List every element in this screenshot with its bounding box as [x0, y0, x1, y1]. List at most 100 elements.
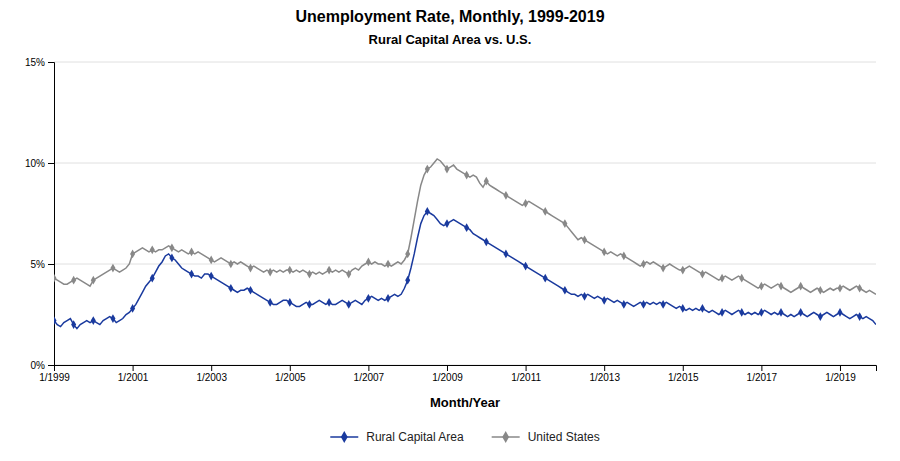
y-tick-label: 0% — [31, 360, 46, 371]
series-marker — [720, 274, 725, 283]
x-tick: 1/2013 — [589, 365, 620, 383]
x-tick-label: 1/2009 — [432, 372, 463, 383]
y-tick-mark — [48, 264, 54, 265]
series-marker — [562, 286, 567, 295]
series-marker — [798, 308, 803, 317]
y-tick-mark — [48, 62, 54, 63]
x-tick-mark — [211, 365, 212, 371]
series-marker — [228, 260, 233, 269]
series-marker — [307, 300, 312, 309]
x-tick-mark — [133, 365, 134, 371]
legend: Rural Capital Area United States — [330, 430, 599, 444]
series-marker — [130, 304, 135, 313]
series-marker — [169, 254, 174, 263]
x-axis-title: Month/Year — [430, 395, 500, 410]
series-marker — [779, 308, 784, 317]
x-tick-mark — [368, 365, 369, 371]
series-marker — [523, 199, 528, 208]
series-marker — [661, 300, 666, 309]
series-marker — [54, 316, 57, 325]
title: Unemployment Rate, Monthly, 1999-2019 — [295, 8, 604, 25]
plot-area: 0%5%10%15%1/19991/20011/20031/20051/2007… — [25, 57, 877, 383]
series-marker — [582, 235, 587, 244]
x-tick-label: 1/2019 — [825, 372, 856, 383]
series-marker — [248, 264, 253, 273]
x-tick-mark — [840, 365, 841, 371]
series-marker — [189, 270, 194, 279]
y-tick-label: 5% — [31, 259, 46, 270]
series-line — [54, 159, 876, 294]
series-marker — [562, 219, 567, 228]
series-marker — [248, 286, 253, 295]
x-tick-mark — [761, 365, 762, 371]
series-marker — [268, 298, 273, 307]
series-line — [54, 211, 876, 328]
legend-swatch-marker — [502, 431, 509, 443]
x-tick: 1/2011 — [511, 365, 541, 383]
series-marker — [346, 300, 351, 309]
series-marker — [189, 248, 194, 257]
x-tick-label: 1/2005 — [275, 372, 306, 383]
series-marker — [110, 264, 115, 273]
series-marker — [71, 320, 76, 329]
series-marker — [327, 298, 332, 307]
series-marker — [543, 207, 548, 216]
series-marker — [818, 286, 823, 295]
series-marker — [680, 266, 685, 275]
series-marker — [621, 300, 626, 309]
legend-label: Rural Capital Area — [366, 430, 464, 444]
series — [54, 159, 876, 295]
series-marker — [287, 298, 292, 307]
x-tick: 1/2005 — [275, 365, 306, 383]
series-marker — [503, 250, 508, 259]
series-marker — [464, 223, 469, 232]
series-marker — [444, 219, 449, 228]
grid-line — [54, 62, 876, 63]
series — [54, 207, 876, 329]
y-tick: 10% — [25, 158, 54, 169]
series-marker — [739, 308, 744, 317]
series-marker — [464, 171, 469, 180]
y-axis-line — [48, 63, 55, 366]
series-marker — [582, 292, 587, 301]
x-tick: 1/1999 — [39, 365, 70, 383]
y-axis: 0% 5% 10% 15% — [25, 57, 55, 371]
series-marker — [484, 237, 489, 246]
series-marker — [700, 304, 705, 313]
series-marker — [110, 314, 115, 323]
series-marker — [720, 308, 725, 317]
grid-line — [54, 163, 876, 164]
series-marker — [837, 308, 842, 317]
y-tick-label: 15% — [25, 57, 45, 68]
y-tick: 0% — [31, 360, 54, 371]
series-marker — [405, 276, 410, 285]
series-marker — [621, 252, 626, 261]
x-tick: 1/2007 — [354, 365, 385, 383]
x-tick-label: 1/2007 — [354, 372, 385, 383]
legend-swatch-marker — [341, 431, 348, 443]
x-axis: 1/19991/20011/20031/20051/20071/20091/20… — [39, 365, 876, 383]
series-marker — [228, 284, 233, 293]
y-tick-mark — [48, 163, 54, 164]
x-tick-label: 1/2015 — [668, 372, 699, 383]
series-marker — [209, 256, 214, 265]
x-tick: 1/2019 — [825, 365, 856, 383]
x-tick-mark — [447, 365, 448, 371]
series-marker — [739, 274, 744, 283]
y-tick: 5% — [31, 259, 54, 270]
series-marker — [268, 268, 273, 277]
series-marker — [91, 316, 96, 325]
series-marker — [54, 274, 57, 283]
series-layer — [54, 159, 876, 329]
series-marker — [366, 258, 371, 267]
series-marker — [759, 282, 764, 291]
legend-item: United States — [492, 430, 600, 444]
series-marker — [425, 165, 430, 174]
x-tick-mark — [526, 365, 527, 371]
series-marker — [405, 250, 410, 259]
series-marker — [857, 312, 862, 321]
series-marker — [307, 270, 312, 279]
x-tick: 1/2003 — [196, 365, 227, 383]
series-marker — [503, 191, 508, 200]
series-marker — [641, 260, 646, 269]
